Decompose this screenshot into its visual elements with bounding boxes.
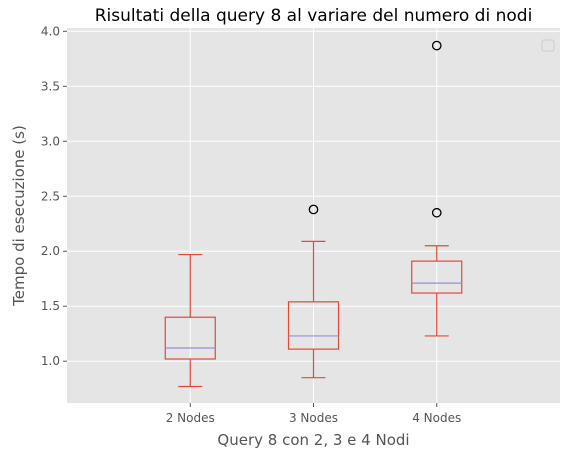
box-3 bbox=[411, 40, 463, 337]
chart-title: Risultati della query 8 al variare del n… bbox=[95, 6, 533, 26]
y-tick-label: 2.0 bbox=[41, 244, 60, 258]
outlier-point bbox=[431, 207, 442, 218]
x-axis-ticks: 2 Nodes 3 Nodes 4 Nodes bbox=[166, 403, 461, 425]
box-body bbox=[411, 260, 463, 294]
y-tick-label: 1.5 bbox=[41, 299, 60, 313]
outlier-point bbox=[308, 204, 319, 215]
y-axis-label: Tempo di esecuzione (s) bbox=[10, 125, 28, 307]
y-tick-label: 1.0 bbox=[41, 354, 60, 368]
y-tick-label: 4.0 bbox=[41, 24, 60, 38]
y-tick-label: 2.5 bbox=[41, 189, 60, 203]
y-tick-label: 3.5 bbox=[41, 79, 60, 93]
boxes bbox=[164, 40, 463, 388]
y-axis-ticks: 1.0 1.5 2.0 2.5 3.0 3.5 4.0 bbox=[41, 24, 67, 368]
x-axis-label: Query 8 con 2, 3 e 4 Nodi bbox=[217, 431, 409, 449]
box-body bbox=[164, 316, 216, 360]
x-tick-label: 2 Nodes bbox=[166, 411, 215, 425]
x-tick-label: 3 Nodes bbox=[289, 411, 338, 425]
box-1 bbox=[164, 253, 216, 388]
box-2 bbox=[287, 204, 340, 379]
box-body bbox=[287, 301, 340, 350]
outlier-point bbox=[431, 40, 442, 51]
legend bbox=[541, 39, 555, 52]
y-tick-label: 3.0 bbox=[41, 134, 60, 148]
x-tick-label: 4 Nodes bbox=[412, 411, 461, 425]
